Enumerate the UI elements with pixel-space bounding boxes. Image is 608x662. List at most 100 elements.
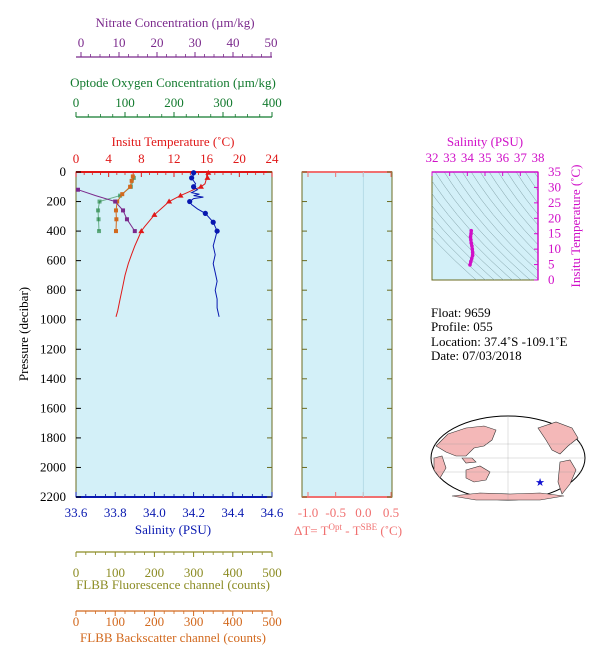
temperature-marker <box>205 169 212 175</box>
pressure-tick-label: 600 <box>47 253 67 268</box>
salinity-tick-label: 34.4 <box>221 505 244 520</box>
salinity-tick-label: 34.2 <box>182 505 205 520</box>
density-contour <box>443 172 538 280</box>
ts-points <box>468 228 475 267</box>
ts-diagram: Salinity (PSU) 32 33 34 35 36 37 38 0510152025… <box>426 134 584 288</box>
density-contour <box>432 236 477 280</box>
south-america-landmass <box>557 459 577 495</box>
temperature-marker <box>138 228 145 234</box>
salinity-tick-label: 33.6 <box>65 505 88 520</box>
nitrate-marker <box>121 208 126 213</box>
ts-point <box>470 244 474 248</box>
delta-t-tick-label: -0.5 <box>325 505 346 520</box>
pressure-tick-label: 200 <box>47 194 67 209</box>
temperature-tick-label: 16 <box>200 151 214 166</box>
location: Location: 37.4˚S -109.1˚E <box>431 334 568 349</box>
delta-t-tick-label: 0.5 <box>383 505 399 520</box>
density-contour <box>432 227 486 280</box>
oxygen-tick-label: 0 <box>73 95 80 110</box>
oxygen-marker <box>97 229 102 234</box>
fluorescence-tick-label: 100 <box>105 565 125 580</box>
ts-point <box>469 228 474 233</box>
pressure-tick-label: 1000 <box>40 312 66 327</box>
oxygen-axis: Optode Oxygen Concentration (µm/kg) 0 100… <box>70 75 282 118</box>
delta-t-tick-label: -1.0 <box>298 505 319 520</box>
density-contour <box>506 172 538 215</box>
ts-y-axis-title: Insitu Temperature (˚C) <box>568 164 583 287</box>
backscatter-tick-label: 200 <box>145 614 165 629</box>
asia-landmass <box>435 425 497 457</box>
temperature-axis-title: Insitu Temperature (˚C) <box>111 134 234 149</box>
ts-point <box>468 263 472 267</box>
temperature-marker <box>166 198 173 204</box>
salinity-axis-title: Salinity (PSU) <box>135 522 211 537</box>
ts-x-ticks: 32 33 34 35 36 37 38 <box>426 150 545 176</box>
fluorescence-ticks: 0 100 200 300 400 500 <box>73 552 282 580</box>
temperature-tick-label: 24 <box>266 151 280 166</box>
profile-number: Profile: 055 <box>431 319 493 334</box>
temperature-tick-label: 8 <box>138 151 145 166</box>
ts-x-tick-label: 34 <box>461 150 475 165</box>
ts-y-tick-label: 5 <box>548 257 555 272</box>
profile-series <box>75 169 220 317</box>
nitrate-marker <box>75 187 80 192</box>
backscatter-tick-label: 100 <box>105 614 125 629</box>
fluorescence-axis-title: FLBB Fluorescence channel (counts) <box>76 577 270 592</box>
oxygen-tick-label: 300 <box>213 95 233 110</box>
date: Date: 07/03/2018 <box>431 348 522 363</box>
pressure-axis-title: Pressure (decibar) <box>16 287 31 381</box>
temperature-tick-label: 20 <box>233 151 246 166</box>
ts-x-tick-label: 35 <box>479 150 492 165</box>
salinity-tick-label: 34.0 <box>143 505 166 520</box>
fluorescence-tick-label: 400 <box>223 565 243 580</box>
ts-y-tick-label: 25 <box>548 195 561 210</box>
nitrate-tick-label: 40 <box>227 35 240 50</box>
nitrate-tick-label: 10 <box>113 35 126 50</box>
ts-point <box>469 238 473 242</box>
temperature-marker <box>204 174 211 180</box>
pressure-tick-label: 1200 <box>40 341 66 356</box>
nitrate-marker <box>124 217 129 222</box>
float-info: Float: 9659 Profile: 055 Location: 37.4˚… <box>431 305 568 363</box>
africa-landmass <box>433 455 447 479</box>
oxygen-ticks: 0 100 200 300 400 <box>73 95 282 117</box>
nitrate-tick-label: 0 <box>78 35 85 50</box>
salinity-ticks: 33.6 33.8 34.0 34.2 34.4 34.6 <box>65 492 284 520</box>
nitrate-tick-label: 50 <box>265 35 278 50</box>
pressure-tick-label: 2200 <box>40 489 66 504</box>
ts-x-axis-title: Salinity (PSU) <box>447 134 523 149</box>
oxygen-tick-label: 200 <box>164 95 184 110</box>
salinity-marker <box>214 228 220 234</box>
profile-plot: Insitu Temperature (˚C) 0 4 8 12 16 20 24 33.6… <box>16 134 284 537</box>
backscatter-marker <box>128 184 133 189</box>
ts-point <box>470 247 475 251</box>
salinity-marker <box>191 184 197 190</box>
pressure-tick-label: 1400 <box>40 371 66 386</box>
oxygen-tick-label: 400 <box>262 95 282 110</box>
delta-t-axis-title: ΔT= TOpt - TSBE (˚C) <box>294 522 402 538</box>
ts-y-tick-label: 20 <box>548 210 561 225</box>
density-contour <box>432 205 504 280</box>
profile-plot-area <box>75 171 273 498</box>
ts-x-tick-label: 33 <box>443 150 456 165</box>
ts-y-tick-label: 35 <box>548 164 561 179</box>
nitrate-axis: Nitrate Concentration (µm/kg) 0 10 20 30 40 5… <box>76 15 278 58</box>
oxygen-marker <box>96 217 101 222</box>
backscatter-marker <box>113 229 118 234</box>
delta-t-ticks: -1.0 -0.5 0.0 0.5 <box>298 171 399 520</box>
world-map: ★ <box>430 415 586 501</box>
salinity-marker <box>191 170 197 176</box>
density-contour <box>434 172 531 280</box>
pressure-ticks: 0 200 400 600 800 1000 1200 1400 1600 1800 2000 220… <box>40 164 272 504</box>
ts-x-tick-label: 38 <box>532 150 545 165</box>
fluorescence-tick-label: 300 <box>184 565 204 580</box>
ts-y-tick-label: 30 <box>548 179 561 194</box>
backscatter-axis: 0 100 200 300 400 500 FLBB Backscatter channe… <box>73 610 282 645</box>
backscatter-axis-title: FLBB Backscatter channel (counts) <box>80 630 266 645</box>
nitrate-ticks: 0 10 20 30 40 50 <box>78 35 278 57</box>
ts-point <box>470 253 475 258</box>
oxygen-marker <box>97 199 102 204</box>
ts-point <box>469 231 473 236</box>
map-graticule <box>431 416 585 500</box>
